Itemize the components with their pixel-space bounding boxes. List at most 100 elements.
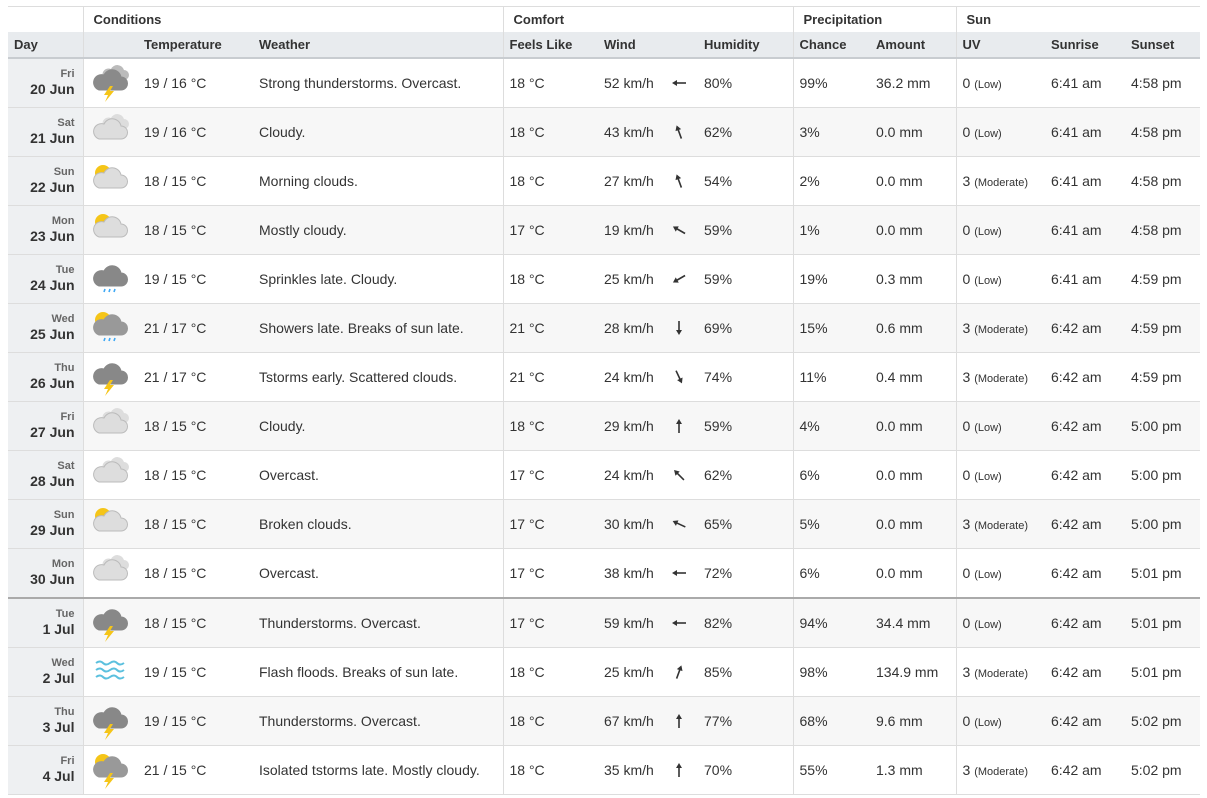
wind-cell: 38 km/h: [598, 548, 698, 599]
precip-chance: 15%: [792, 303, 870, 353]
icon-cell: [82, 205, 138, 255]
uv-index: 3: [962, 516, 971, 532]
weather-icon: [94, 660, 125, 679]
header-cell: [8, 6, 83, 32]
weekday: Mon: [51, 215, 75, 227]
wind: 25 km/h: [604, 663, 698, 681]
feels-like: 18 °C: [502, 647, 598, 697]
icon-part: [94, 660, 125, 665]
icon-part: [672, 570, 677, 576]
icon-part: [675, 174, 682, 181]
group-header: Sun: [955, 6, 1200, 32]
wind-cell: 24 km/h: [598, 450, 698, 500]
weather: Tstorms early. Scattered clouds.: [253, 352, 503, 402]
day-cell: Wed 25 Jun: [8, 303, 83, 353]
icon-part: [674, 470, 685, 481]
wind-cell: 30 km/h: [598, 499, 698, 549]
precip-chance: 6%: [792, 450, 870, 500]
sunrise: 6:42 am: [1045, 647, 1125, 697]
uv-index: 0: [962, 418, 971, 434]
wind-speed: 59 km/h: [604, 615, 654, 631]
column-header: Weather: [253, 32, 503, 59]
column-header: Day: [8, 32, 83, 59]
weather-icon: [92, 706, 128, 740]
icon-part: [676, 714, 682, 728]
weekday: Sun: [53, 509, 75, 521]
icon-part: [672, 226, 679, 232]
sunrise: 6:42 am: [1045, 303, 1125, 353]
wind-cell: 67 km/h: [598, 696, 698, 746]
feels-like: 21 °C: [502, 303, 598, 353]
uv-index: 0: [962, 615, 971, 631]
icon-cell: [82, 352, 138, 402]
weather-icon: [92, 64, 129, 102]
group-header: Conditions: [82, 6, 503, 32]
precip-amount: 36.2 mm: [870, 58, 956, 108]
weekday: Thu: [54, 362, 75, 374]
sunrise: 6:41 am: [1045, 254, 1125, 304]
icon-cell: [82, 745, 138, 795]
precip-amount: 1.3 mm: [870, 745, 956, 795]
feels-like: 18 °C: [502, 401, 598, 451]
icon-part: [102, 337, 106, 341]
icon-cell: [82, 107, 138, 157]
precip-chance: 19%: [792, 254, 870, 304]
header-cell: [82, 32, 138, 59]
icon-cell: [82, 450, 138, 500]
uv-level: (Moderate): [974, 766, 1028, 778]
precip-chance: 2%: [792, 156, 870, 206]
wind-cell: 29 km/h: [598, 401, 698, 451]
sunrise: 6:41 am: [1045, 156, 1125, 206]
wind-speed: 52 km/h: [604, 75, 654, 91]
uv-level: (Moderate): [974, 324, 1028, 336]
wind-speed: 27 km/h: [604, 173, 654, 189]
uv-index: 0: [962, 467, 971, 483]
date: 1 Jul: [42, 621, 75, 637]
weather: Morning clouds.: [253, 156, 503, 206]
day-row: Sun 22 Jun 18 / 15 °C Morning clouds. 18 °C 2…: [8, 156, 1200, 206]
sunrise: 6:41 am: [1045, 58, 1125, 108]
feels-like: 18 °C: [502, 254, 598, 304]
icon-part: [676, 714, 682, 719]
weekday: Sun: [53, 166, 75, 178]
day-cell: Fri 27 Jun: [8, 401, 83, 451]
icon-part: [674, 470, 680, 476]
icon-part: [676, 321, 682, 335]
icon-part: [103, 85, 114, 102]
weather-icon: [92, 608, 128, 642]
precip-chance: 4%: [792, 401, 870, 451]
icon-part: [107, 288, 111, 292]
sunset: 4:59 pm: [1125, 303, 1200, 353]
icon-part: [107, 337, 111, 341]
precip-amount: 0.6 mm: [870, 303, 956, 353]
wind-arrow: [675, 125, 683, 139]
sunset: 5:02 pm: [1125, 696, 1200, 746]
weekday: Wed: [51, 657, 75, 669]
uv-index: 0: [962, 271, 971, 287]
feels-like: 17 °C: [502, 450, 598, 500]
temperature: 19 / 15 °C: [138, 696, 253, 746]
temperature: 19 / 15 °C: [138, 254, 253, 304]
wind-cell: 19 km/h: [598, 205, 698, 255]
icon-part: [675, 665, 683, 679]
sunset: 4:58 pm: [1125, 107, 1200, 157]
weather-icon: [92, 362, 128, 396]
wind-cell: 59 km/h: [598, 597, 698, 648]
precip-amount: 0.0 mm: [870, 548, 956, 599]
group-header-row: Conditions Comfort Precipitation Sun: [8, 6, 1200, 32]
column-header: UV: [955, 32, 1045, 59]
feels-like: 18 °C: [502, 58, 598, 108]
wind-arrow: [672, 274, 686, 283]
icon-part: [672, 570, 686, 576]
icon-cell: [82, 156, 138, 206]
wind-cell: 35 km/h: [598, 745, 698, 795]
weather: Flash floods. Breaks of sun late.: [253, 647, 503, 697]
feels-like: 18 °C: [502, 696, 598, 746]
feels-like: 21 °C: [502, 352, 598, 402]
feels-like: 17 °C: [502, 499, 598, 549]
wind: 38 km/h: [604, 564, 698, 582]
humidity: 69%: [698, 303, 793, 353]
uv-level: (Low): [974, 79, 1002, 91]
humidity: 85%: [698, 647, 793, 697]
precip-amount: 134.9 mm: [870, 647, 956, 697]
